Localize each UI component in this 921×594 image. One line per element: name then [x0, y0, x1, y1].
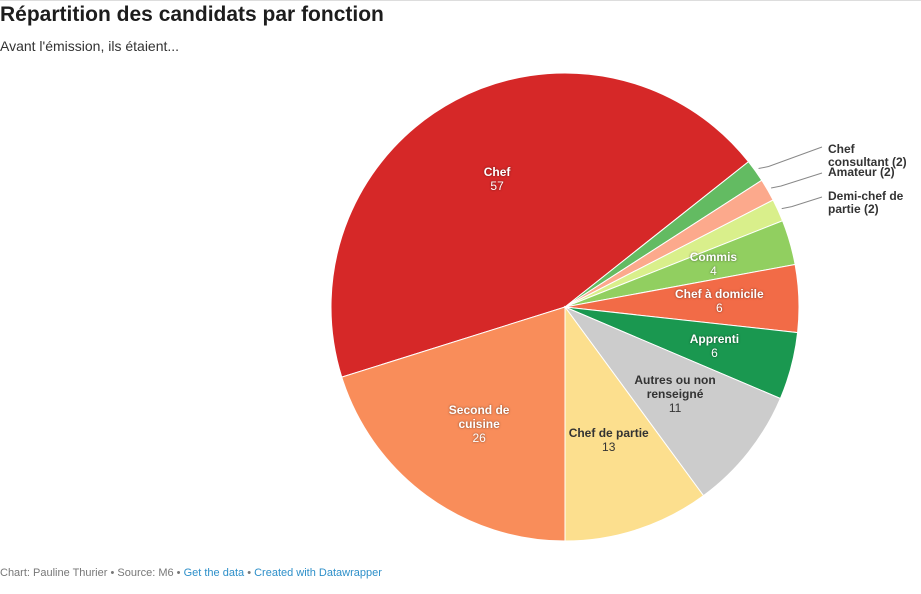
slice-name: Chef de partie [568, 426, 649, 441]
slice-value: 26 [472, 430, 486, 445]
slice-value: 4 [710, 264, 717, 279]
slice-name: Chef [483, 164, 511, 179]
slice-label: Second de cuisine 26 [434, 403, 524, 445]
footer-author: Chart: Pauline Thurier [0, 567, 108, 579]
slice-value: 13 [602, 440, 616, 455]
slice-name: Autres ou non renseigné [634, 373, 716, 402]
slice-name: Second de cuisine [448, 402, 510, 431]
slice-label: Chef à domicile 6 [674, 287, 764, 315]
pie-slice [563, 305, 782, 497]
pie-slice [564, 305, 705, 542]
slice-label: Chef consultant (2) [828, 142, 907, 169]
footer-source: Source: M6 [117, 567, 174, 579]
pie-slice [330, 72, 750, 378]
slice-label: Autres ou non renseigné 11 [630, 373, 720, 415]
get-data-link[interactable]: Get the data [183, 567, 245, 579]
slice-label: Chef 57 [452, 165, 542, 193]
leader-line [781, 196, 823, 210]
leader-line [771, 172, 823, 189]
slice-label: Demi-chef de partie (2) [828, 189, 904, 216]
slice-value: 57 [490, 178, 504, 193]
slice-label: Chef de partie 13 [564, 426, 654, 454]
leader-line [758, 146, 823, 170]
chart-subtitle: Avant l'émission, ils étaient... [0, 38, 180, 54]
footer: Chart: Pauline Thurier • Source: M6 • Ge… [0, 567, 382, 579]
slice-name: Commis [689, 250, 738, 265]
slice-label: Commis 4 [668, 250, 758, 278]
datawrapper-link[interactable]: Created with Datawrapper [254, 567, 382, 579]
chart-title: Répartition des candidats par fonction [0, 3, 384, 26]
slice-value: 6 [711, 346, 718, 361]
slice-value: 6 [715, 301, 723, 316]
slice-label: Amateur (2) [828, 165, 895, 179]
slice-label: Apprenti 6 [669, 332, 759, 360]
pie-slice [341, 306, 566, 542]
slice-value: 11 [668, 401, 682, 416]
slice-name: Apprenti [689, 332, 740, 347]
slice-name: Chef à domicile [674, 287, 764, 302]
